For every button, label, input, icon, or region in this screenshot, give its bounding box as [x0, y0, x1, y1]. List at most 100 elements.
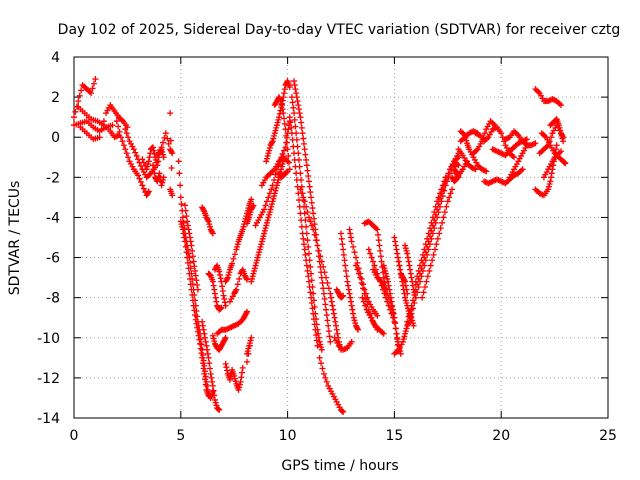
data-point: [261, 230, 268, 237]
data-point: [239, 226, 246, 233]
data-point: [211, 290, 218, 297]
data-point: [430, 251, 437, 258]
data-point: [359, 294, 366, 301]
data-point: [305, 214, 312, 221]
data-point: [388, 298, 395, 305]
data-point: [264, 217, 271, 224]
data-point: [164, 135, 171, 142]
data-point: [238, 374, 245, 381]
data-point: [183, 213, 190, 220]
data-point: [272, 187, 279, 194]
data-point: [320, 285, 327, 292]
data-point: [350, 243, 357, 250]
data-point: [299, 230, 306, 237]
data-point: [264, 152, 271, 159]
data-point: [199, 322, 206, 329]
data-point: [396, 262, 403, 269]
data-point: [192, 267, 199, 274]
data-point: [194, 281, 201, 288]
data-point: [206, 360, 213, 367]
data-point: [168, 148, 175, 155]
data-point: [351, 317, 358, 324]
data-point: [342, 267, 349, 274]
data-point: [402, 245, 409, 252]
data-point: [160, 151, 166, 158]
data-point: [557, 127, 564, 134]
data-point: [219, 287, 226, 294]
data-point: [316, 338, 323, 345]
data-point: [427, 262, 434, 269]
data-point: [307, 218, 314, 225]
data-point: [156, 170, 163, 177]
data-point: [300, 235, 307, 242]
data-point: [443, 203, 450, 210]
data-point: [310, 215, 317, 222]
data-point: [189, 291, 196, 298]
data-point: [150, 166, 157, 173]
data-point: [275, 116, 282, 123]
data-point: [268, 139, 275, 146]
data-point: [162, 130, 169, 137]
y-tick-label: 4: [51, 50, 60, 66]
data-point: [177, 218, 184, 225]
data-point: [288, 94, 295, 101]
data-point: [249, 275, 255, 282]
data-point: [276, 110, 283, 117]
data-point: [119, 138, 126, 145]
data-point: [279, 106, 286, 113]
data-point: [446, 170, 453, 177]
data-point: [276, 114, 283, 121]
data-point: [204, 350, 211, 357]
data-point: [199, 354, 206, 361]
data-point: [234, 241, 241, 248]
data-point: [165, 140, 172, 147]
data-point: [303, 203, 310, 210]
data-point: [125, 154, 132, 161]
data-point: [308, 270, 315, 277]
data-point: [293, 177, 300, 184]
data-point: [144, 163, 151, 170]
data-point: [193, 320, 200, 327]
data-point: [177, 182, 184, 189]
data-point: [399, 338, 406, 345]
data-point: [352, 262, 359, 269]
data-point: [414, 289, 421, 296]
data-point: [298, 190, 305, 197]
data-point: [274, 119, 281, 126]
data-point: [206, 223, 213, 230]
data-point: [345, 282, 352, 289]
data-point: [271, 132, 278, 139]
data-point: [186, 230, 193, 237]
data-point: [301, 146, 308, 153]
data-point: [414, 273, 421, 280]
data-point: [289, 99, 296, 106]
data-point: [408, 310, 415, 317]
data-point: [382, 267, 389, 274]
data-point: [404, 250, 411, 257]
data-point: [325, 328, 332, 335]
data-point: [355, 326, 362, 333]
data-point: [220, 292, 227, 299]
data-point: [207, 370, 214, 377]
data-point: [438, 186, 445, 193]
data-point: [158, 182, 165, 189]
data-point: [240, 223, 247, 230]
data-point: [123, 130, 130, 137]
data-point: [555, 122, 562, 129]
data-point: [298, 217, 305, 224]
data-point: [263, 158, 270, 165]
data-point: [273, 185, 280, 192]
data-point: [305, 243, 312, 250]
data-point: [136, 175, 143, 182]
data-point: [182, 238, 189, 245]
y-tick-label: -10: [37, 331, 60, 347]
data-point: [213, 298, 220, 305]
data-point: [259, 235, 266, 242]
data-point: [234, 243, 241, 250]
x-tick-label: 15: [385, 428, 403, 444]
data-point: [185, 265, 192, 272]
data-point: [415, 267, 422, 274]
data-point: [187, 238, 194, 245]
data-point: [442, 174, 449, 181]
data-point: [311, 231, 318, 238]
